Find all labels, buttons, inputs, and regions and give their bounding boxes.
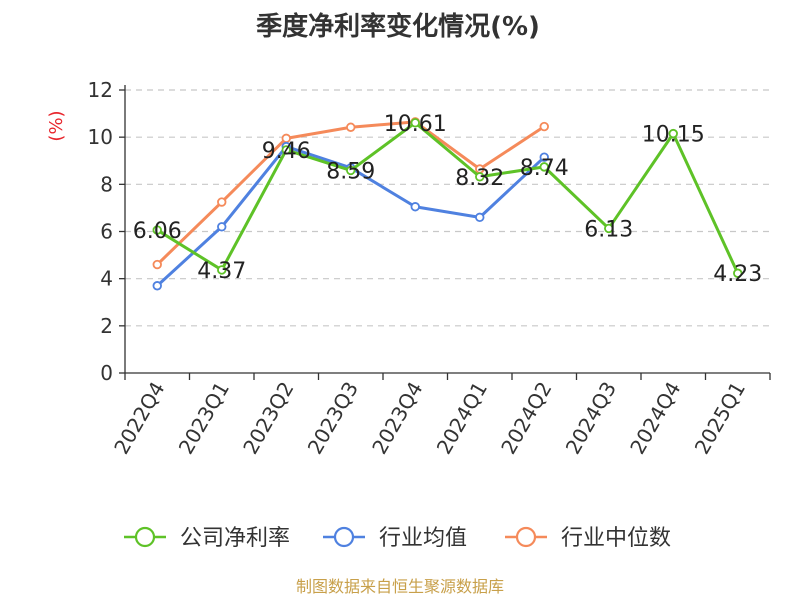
data-point: [475, 212, 485, 223]
data-labels: 6.06 4.37 9.46 8.59 10.61 8.32 8.74 6.13 10.15 4.…: [133, 112, 762, 287]
legend[interactable]: 公司净利率 行业均值 行业中位数: [124, 526, 671, 551]
data-point: [152, 225, 162, 235]
y-tick-label: 6: [100, 220, 113, 244]
x-tick-label: 2024Q3: [561, 378, 621, 459]
chart-title: 季度净利率变化情况(%): [256, 11, 540, 42]
series-line: [156, 120, 546, 266]
legend-marker: [134, 526, 156, 548]
y-axis-label: (%): [46, 110, 67, 141]
y-tick-label: 8: [100, 172, 113, 196]
y-tick-label: 2: [100, 314, 113, 338]
legend-marker: [333, 526, 355, 548]
data-point: [668, 128, 678, 139]
gridlines: [125, 89, 770, 327]
data-point: [217, 197, 227, 207]
data-point: [539, 162, 549, 172]
x-tick-label: 2024Q4: [625, 378, 685, 459]
data-label: 8.32: [455, 166, 504, 191]
x-tick-label: 2023Q4: [367, 378, 427, 459]
data-label: 6.13: [584, 217, 633, 242]
data-point: [733, 268, 743, 278]
data-point: [281, 145, 291, 155]
data-point: [217, 222, 227, 232]
data-label: 9.46: [262, 139, 311, 164]
x-tick-label: 2023Q1: [174, 378, 234, 459]
data-label: 8.59: [326, 159, 375, 184]
data-label: 6.06: [133, 219, 182, 244]
x-tick-label: 2023Q2: [238, 378, 298, 459]
y-tick-label: 10: [88, 125, 113, 149]
data-point: [410, 202, 420, 212]
data-label: 10.15: [642, 123, 705, 148]
data-label: 4.37: [197, 259, 246, 284]
legend-label: 行业均值: [379, 526, 467, 551]
y-tick-label: 0: [100, 361, 113, 385]
x-tick-label: 2023Q3: [303, 378, 363, 459]
data-point: [410, 118, 420, 128]
data-label: 4.23: [713, 262, 762, 287]
legend-label: 行业中位数: [561, 526, 671, 551]
data-point: [217, 265, 227, 275]
data-point: [346, 122, 356, 132]
x-tick-label: 2022Q4: [109, 378, 169, 459]
x-tick-label: 2025Q1: [690, 378, 750, 459]
data-point: [539, 152, 549, 162]
legend-label: 公司净利率: [180, 526, 290, 551]
legend-marker: [515, 526, 537, 548]
data-label: 10.61: [384, 112, 447, 137]
y-tick-label: 4: [100, 267, 113, 291]
series-line: [156, 121, 740, 274]
data-point: [475, 172, 485, 182]
data-label: 8.74: [520, 156, 569, 181]
data-point: [346, 165, 356, 176]
y-tick-label: 12: [88, 78, 113, 102]
data-point: [539, 121, 549, 132]
series-group: [152, 117, 743, 291]
x-tick-label: 2024Q2: [496, 378, 556, 459]
data-point: [604, 223, 614, 234]
data-point: [152, 281, 162, 291]
data-point: [152, 259, 162, 270]
x-tick-label: 2024Q1: [432, 378, 492, 459]
source-note: 制图数据来自恒生聚源数据库: [296, 577, 504, 596]
